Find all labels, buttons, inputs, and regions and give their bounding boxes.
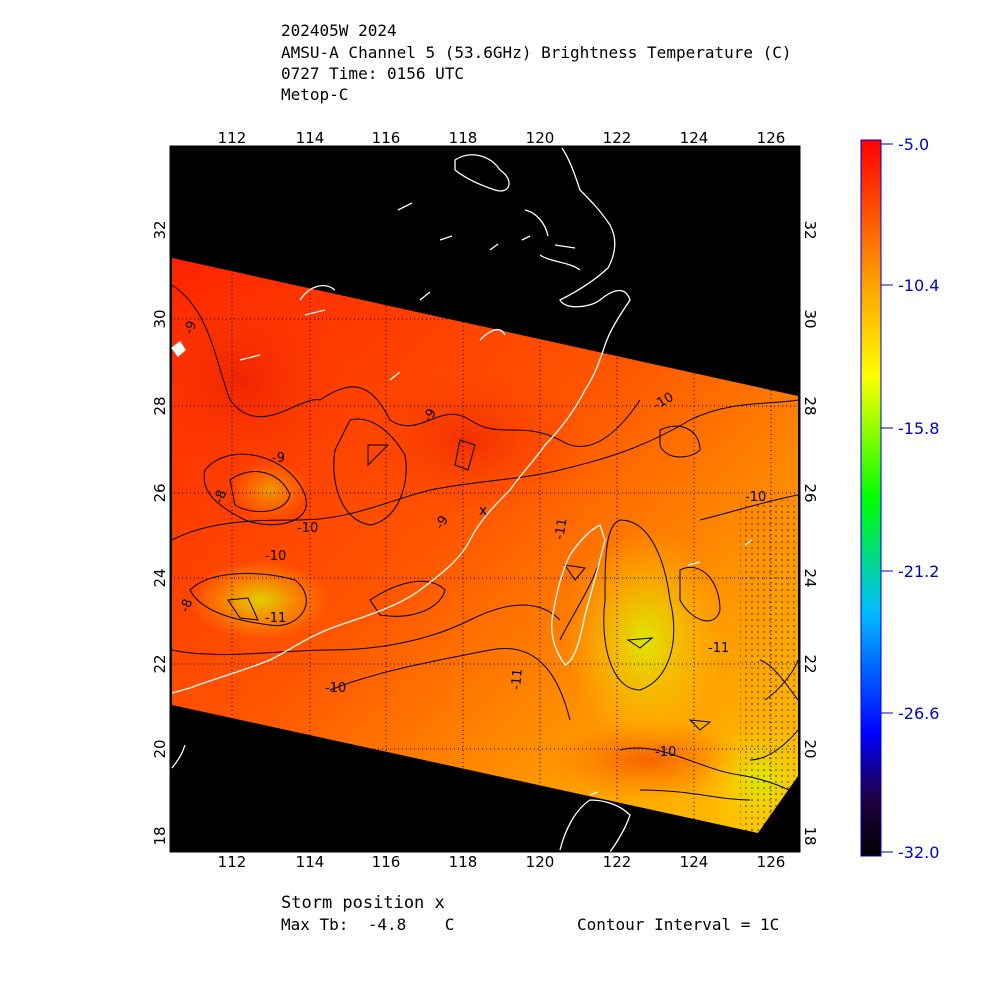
lat-tick-label: 20 [151,739,169,758]
title-satellite: Metop-C [281,85,349,104]
title-time: 0727 Time: 0156 UTC [281,64,465,83]
coastlines [171,147,753,852]
lon-tick-label: 112 [218,853,247,871]
lat-tick-label: 22 [801,654,819,673]
contour-interval-note: Contour Interval = 1C [577,915,780,934]
lat-labels-right: 18 20 22 24 26 28 30 32 [801,220,819,845]
colorbar-label: -15.8 [898,419,939,438]
max-tb-readout: Max Tb: -4.8 C [281,915,455,934]
contour-label: -11 [708,641,729,656]
lat-tick-label: 22 [151,654,169,673]
lon-labels-bottom: 112 114 116 118 120 122 124 126 [218,853,786,871]
storm-position-marker: x [479,503,487,519]
lat-tick-label: 28 [801,396,819,415]
colorbar-label: -5.0 [898,135,929,154]
lon-tick-label: 116 [372,129,401,147]
contour-label: -11 [509,668,526,690]
lon-tick-label: 112 [218,129,247,147]
lat-tick-label: 20 [801,739,819,758]
lon-labels-top: 112 114 116 118 120 122 124 126 [218,129,786,147]
colorbar-label: -32.0 [898,843,939,862]
contour-label: -9 [182,319,201,336]
lon-tick-label: 120 [526,853,555,871]
storm-position-note: Storm position x [281,893,445,913]
lat-tick-label: 26 [151,483,169,502]
title-storm-id: 202405W 2024 [281,21,397,40]
colorbar-label: -21.2 [898,562,939,581]
lon-tick-label: 120 [526,129,555,147]
contour-label: -11 [552,517,570,541]
colorbar-ticks [881,143,893,853]
contour-labels: -9 -9 -9 -9 -10 -10 -10 -10 -10 -10 -11 … [178,319,767,760]
lat-tick-label: 24 [151,568,169,587]
lat-tick-label: 30 [151,309,169,328]
contour-label: -10 [265,549,286,564]
lat-tick-label: 32 [801,220,819,239]
colorbar [860,139,882,857]
lon-tick-label: 126 [757,129,786,147]
contour-label: -9 [272,451,285,466]
lon-tick-label: 122 [603,853,632,871]
lat-tick-label: 18 [801,826,819,845]
lon-tick-label: 118 [449,129,478,147]
lon-tick-label: 126 [757,853,786,871]
contour-label: -10 [655,745,676,760]
lon-tick-label: 118 [449,853,478,871]
lat-labels-left: 18 20 22 24 26 28 30 32 [151,220,169,845]
title-product: AMSU-A Channel 5 (53.6GHz) Brightness Te… [281,43,792,62]
lat-tick-label: 18 [151,826,169,845]
lat-tick-label: 30 [801,309,819,328]
lat-tick-label: 28 [151,396,169,415]
graticule [170,146,800,852]
lon-tick-label: 114 [296,853,325,871]
lat-tick-label: 32 [151,220,169,239]
contour-label: -8 [178,597,197,614]
contour-label: -11 [265,611,286,626]
contour-label: -10 [297,521,318,536]
lon-tick-label: 124 [680,853,709,871]
contour-label: -10 [745,490,766,505]
lat-tick-label: 24 [801,568,819,587]
colorbar-label: -26.6 [898,704,939,723]
colorbar-label: -10.4 [898,276,939,295]
contour-label: -10 [325,681,346,696]
lon-tick-label: 116 [372,853,401,871]
lon-tick-label: 114 [296,129,325,147]
lon-tick-label: 124 [680,129,709,147]
map-frame [169,145,801,853]
lat-tick-label: 26 [801,483,819,502]
colorbar-labels: -5.0 -10.4 -15.8 -21.2 -26.6 -32.0 [898,135,939,862]
lon-tick-label: 122 [603,129,632,147]
contour-label: -8 [212,488,231,505]
